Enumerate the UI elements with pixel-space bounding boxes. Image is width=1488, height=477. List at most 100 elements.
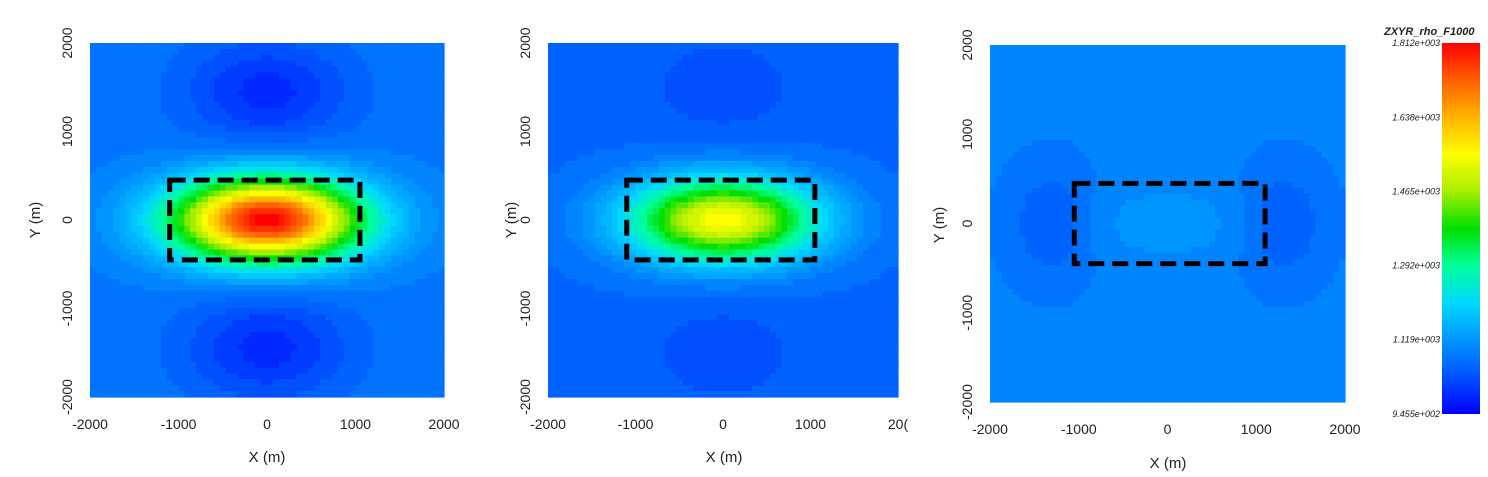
- heatmap-cell: [408, 196, 416, 203]
- heatmap-cell: [594, 166, 602, 174]
- heatmap-cell: [196, 225, 203, 233]
- heatmap-cell: [160, 96, 168, 103]
- heatmap-cell: [272, 84, 280, 91]
- heatmap-cell: [851, 172, 858, 180]
- heatmap-cell: [125, 125, 132, 133]
- heatmap-cell: [296, 273, 303, 280]
- heatmap-cell: [414, 72, 421, 79]
- heatmap-cell: [390, 391, 398, 398]
- heatmap-cell: [137, 113, 144, 121]
- heatmap-cell: [178, 290, 185, 298]
- heatmap-cell: [868, 96, 876, 103]
- heatmap-cell: [219, 43, 227, 50]
- heatmap-cell: [290, 214, 298, 221]
- heatmap-cell: [314, 314, 321, 321]
- heatmap-cell: [131, 296, 138, 304]
- heatmap-cell: [243, 113, 250, 121]
- heatmap-cell: [119, 220, 126, 227]
- heatmap-cell: [559, 143, 567, 150]
- heatmap-cell: [583, 96, 590, 103]
- heatmap-cell: [249, 320, 256, 327]
- heatmap-cell: [746, 90, 753, 97]
- heatmap-cell: [396, 279, 404, 286]
- heatmap-cell: [184, 172, 191, 180]
- heatmap-cell: [705, 172, 712, 180]
- heatmap-cell: [612, 96, 619, 103]
- heatmap-cell: [355, 349, 362, 357]
- heatmap-cell: [343, 385, 351, 392]
- heatmap-cell: [781, 84, 788, 91]
- heatmap-cell: [682, 54, 689, 62]
- heatmap-cell: [149, 113, 156, 121]
- heatmap-cell: [261, 54, 268, 62]
- heatmap-cell: [125, 214, 132, 221]
- heatmap-cell: [101, 355, 109, 363]
- heatmap-cell: [172, 107, 180, 115]
- heatmap-cell: [408, 338, 416, 345]
- heatmap-cell: [833, 72, 841, 79]
- heatmap-cell: [635, 84, 642, 91]
- heatmap-cell: [693, 48, 701, 56]
- heatmap-cell: [337, 66, 345, 74]
- heatmap-cell: [385, 249, 392, 256]
- heatmap-cell: [320, 143, 327, 150]
- heatmap-cell: [314, 202, 321, 209]
- heatmap-cell: [746, 131, 753, 138]
- heatmap-cell: [379, 320, 386, 327]
- heatmap-cell: [172, 385, 180, 392]
- heatmap-cell: [390, 267, 398, 274]
- heatmap-cell: [314, 249, 321, 256]
- heatmap-cell: [618, 161, 625, 168]
- heatmap-cell: [664, 60, 672, 68]
- heatmap-cell: [420, 208, 427, 215]
- heatmap-cell: [367, 143, 374, 150]
- heatmap-cell: [361, 320, 368, 327]
- heatmap-cell: [267, 249, 274, 256]
- heatmap-cell: [261, 279, 268, 286]
- heatmap-cell: [184, 184, 191, 192]
- heatmap-cell: [107, 385, 115, 392]
- heatmap-cell: [149, 279, 156, 286]
- heatmap-cell: [326, 361, 333, 369]
- heatmap-cell: [647, 102, 654, 109]
- heatmap-cell: [213, 90, 221, 97]
- heatmap-cell: [331, 96, 339, 103]
- heatmap-cell: [249, 308, 256, 315]
- heatmap-cell: [219, 72, 227, 79]
- heatmap-cell: [172, 137, 180, 144]
- heatmap-cell: [618, 172, 625, 180]
- heatmap-cell: [588, 149, 596, 156]
- heatmap-cell: [793, 96, 800, 103]
- heatmap-cell: [337, 349, 345, 357]
- heatmap-cell: [420, 43, 427, 50]
- heatmap-cell: [196, 338, 203, 345]
- heatmap-cell: [892, 113, 899, 121]
- heatmap-cell: [184, 84, 191, 91]
- heatmap-cell: [781, 113, 788, 121]
- heatmap-cell: [107, 143, 115, 150]
- heatmap-cell: [249, 314, 256, 321]
- heatmap-cell: [845, 172, 852, 180]
- heatmap-cell: [143, 338, 150, 345]
- heatmap-cell: [583, 102, 590, 109]
- heatmap-cell: [565, 125, 572, 133]
- heatmap-cell: [296, 237, 303, 245]
- heatmap-cell: [208, 249, 215, 256]
- heatmap-cell: [326, 249, 333, 256]
- heatmap-cell: [728, 84, 736, 91]
- heatmap-cell: [119, 279, 126, 286]
- heatmap-cell: [408, 166, 416, 174]
- heatmap-cell: [143, 54, 150, 62]
- heatmap-cell: [390, 113, 398, 121]
- heatmap-cell: [113, 255, 121, 262]
- heatmap-cell: [225, 172, 233, 180]
- heatmap-cell: [219, 367, 227, 374]
- heatmap-cell: [154, 131, 162, 138]
- heatmap-cell: [723, 90, 730, 97]
- heatmap-cell: [438, 202, 445, 209]
- heatmap-cell: [426, 379, 433, 386]
- heatmap-cell: [367, 308, 374, 315]
- heatmap-cell: [804, 72, 812, 79]
- heatmap-cell: [408, 43, 416, 50]
- heatmap-cell: [728, 66, 736, 74]
